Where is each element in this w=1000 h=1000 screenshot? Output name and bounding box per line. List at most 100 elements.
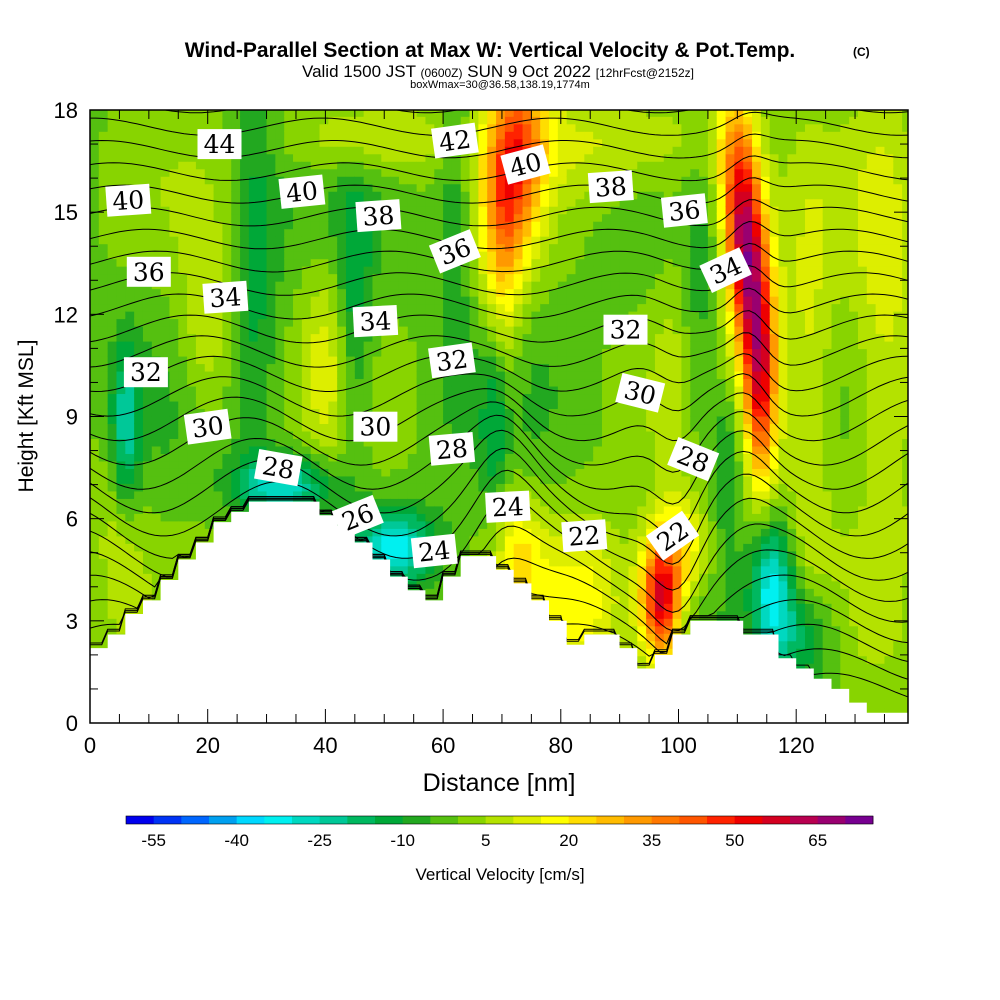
w-cell	[169, 221, 179, 230]
w-cell	[310, 206, 321, 215]
w-cell	[134, 400, 144, 410]
w-cell	[398, 483, 409, 492]
w-cell	[407, 490, 418, 499]
w-cell	[531, 505, 541, 514]
w-cell	[160, 348, 171, 357]
w-cell	[584, 318, 594, 327]
w-cell	[354, 161, 365, 170]
w-cell	[531, 221, 541, 230]
w-cell	[310, 243, 321, 252]
w-cell	[240, 250, 250, 260]
w-cell	[496, 206, 506, 215]
w-cell	[275, 415, 285, 425]
w-cell	[566, 213, 577, 222]
w-cell	[337, 498, 347, 507]
w-cell	[248, 348, 259, 357]
w-cell	[266, 198, 277, 207]
w-cell	[240, 183, 250, 192]
w-cell	[610, 625, 621, 634]
w-cell	[107, 573, 118, 582]
w-cell	[354, 393, 365, 402]
w-cell	[531, 513, 541, 522]
w-cell	[116, 528, 127, 537]
w-cell	[540, 236, 550, 245]
w-cell	[248, 206, 259, 215]
w-cell	[248, 110, 259, 117]
w-cell	[575, 221, 586, 230]
w-cell	[231, 378, 241, 387]
w-cell	[90, 265, 100, 275]
w-cell	[478, 490, 488, 499]
w-cell	[107, 303, 118, 312]
w-cell	[372, 236, 382, 245]
w-cell	[301, 265, 312, 275]
w-cell	[487, 206, 497, 215]
w-cell	[522, 333, 533, 342]
w-cell	[487, 176, 497, 185]
w-cell	[425, 505, 435, 514]
w-cell	[116, 393, 127, 402]
w-cell	[345, 295, 356, 305]
w-cell	[328, 213, 338, 222]
w-cell	[522, 228, 533, 237]
w-cell	[240, 415, 250, 425]
w-cell	[107, 595, 118, 604]
w-cell	[398, 430, 409, 439]
w-cell	[496, 183, 506, 192]
w-cell	[328, 123, 338, 132]
w-cell	[222, 123, 232, 132]
w-cell	[531, 348, 541, 357]
w-cell	[540, 213, 550, 222]
w-cell	[487, 168, 497, 177]
w-cell	[504, 183, 515, 192]
w-cell	[240, 333, 250, 342]
w-cell	[116, 430, 127, 439]
w-cell	[557, 161, 568, 170]
w-cell	[231, 423, 241, 432]
w-cell	[134, 303, 144, 312]
w-cell	[195, 161, 206, 170]
w-cell	[425, 468, 435, 477]
w-cell	[601, 573, 612, 582]
w-cell	[584, 408, 594, 417]
w-cell	[566, 625, 577, 634]
w-cell	[398, 213, 409, 222]
w-cell	[328, 221, 338, 230]
w-cell	[531, 475, 541, 484]
w-cell	[354, 348, 365, 357]
w-cell	[328, 385, 338, 395]
w-cell	[354, 236, 365, 245]
w-cell	[619, 468, 630, 477]
w-cell	[266, 438, 277, 447]
w-cell	[451, 213, 462, 222]
w-cell	[398, 378, 409, 387]
w-cell	[134, 580, 144, 589]
w-cell	[169, 191, 179, 200]
w-cell	[345, 131, 356, 140]
w-cell	[398, 228, 409, 237]
w-cell	[513, 385, 524, 395]
w-cell	[504, 310, 515, 320]
w-cell	[151, 520, 162, 529]
w-cell	[142, 535, 153, 544]
w-cell	[443, 161, 453, 170]
w-cell	[98, 325, 109, 335]
w-cell	[425, 378, 435, 387]
w-cell	[178, 498, 188, 507]
w-cell	[319, 400, 330, 410]
w-cell	[478, 153, 488, 162]
w-cell	[566, 250, 577, 260]
w-cell	[540, 468, 550, 477]
w-cell	[231, 498, 241, 507]
w-cell	[487, 213, 497, 222]
w-cell	[487, 528, 497, 537]
w-cell	[487, 438, 497, 447]
w-cell	[248, 183, 259, 192]
w-cell	[416, 280, 427, 290]
w-cell	[451, 303, 462, 312]
w-cell	[619, 625, 630, 634]
w-cell	[434, 228, 444, 237]
w-cell	[151, 513, 162, 522]
w-cell	[478, 393, 488, 402]
w-cell	[116, 161, 127, 170]
